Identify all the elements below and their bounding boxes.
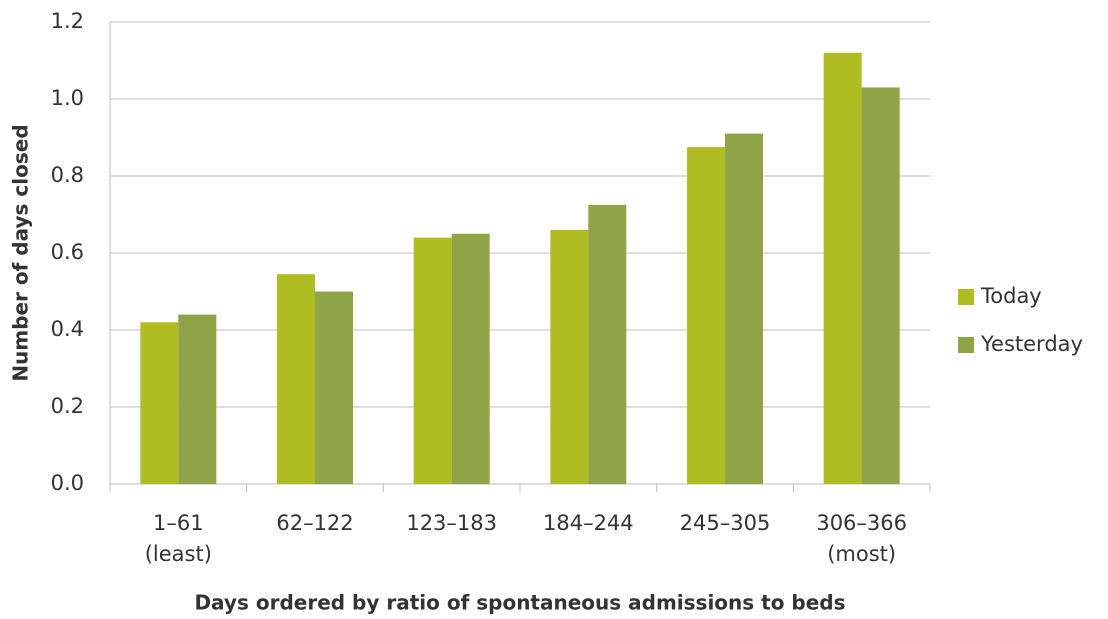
y-tick-label: 1.0 bbox=[51, 86, 84, 110]
x-tick-label: 306–366 (most) bbox=[816, 511, 907, 566]
legend-label: Yesterday bbox=[980, 332, 1083, 356]
y-tick-label: 0.0 bbox=[51, 471, 84, 495]
x-tick-label: 1–61 (least) bbox=[145, 511, 212, 566]
x-tick-label: 62–122 bbox=[276, 511, 353, 535]
bar bbox=[725, 133, 763, 484]
bar bbox=[178, 314, 217, 484]
y-tick-label: 0.8 bbox=[51, 163, 84, 187]
bar bbox=[140, 322, 179, 484]
bar bbox=[315, 291, 353, 484]
bar bbox=[861, 87, 900, 484]
bar bbox=[277, 274, 315, 484]
legend-swatch bbox=[958, 337, 974, 353]
y-tick-label: 0.6 bbox=[51, 240, 84, 264]
x-tick-label: 184–244 bbox=[543, 511, 634, 535]
bar bbox=[413, 237, 452, 484]
x-tick-label: 123–183 bbox=[406, 511, 497, 535]
bar bbox=[550, 229, 589, 484]
bar bbox=[588, 204, 627, 484]
bar bbox=[823, 52, 862, 485]
y-tick-label: 0.4 bbox=[51, 317, 84, 341]
legend-swatch bbox=[958, 289, 974, 305]
x-tick-label: 245–305 bbox=[680, 511, 771, 535]
y-tick-label: 0.2 bbox=[51, 394, 84, 418]
x-axis-title: Days ordered by ratio of spontaneous adm… bbox=[194, 591, 845, 615]
bar bbox=[451, 233, 490, 484]
y-axis-title: Number of days closed bbox=[9, 124, 33, 381]
legend-label: Today bbox=[980, 284, 1042, 308]
bar bbox=[687, 147, 725, 484]
y-tick-label: 1.2 bbox=[51, 9, 84, 33]
